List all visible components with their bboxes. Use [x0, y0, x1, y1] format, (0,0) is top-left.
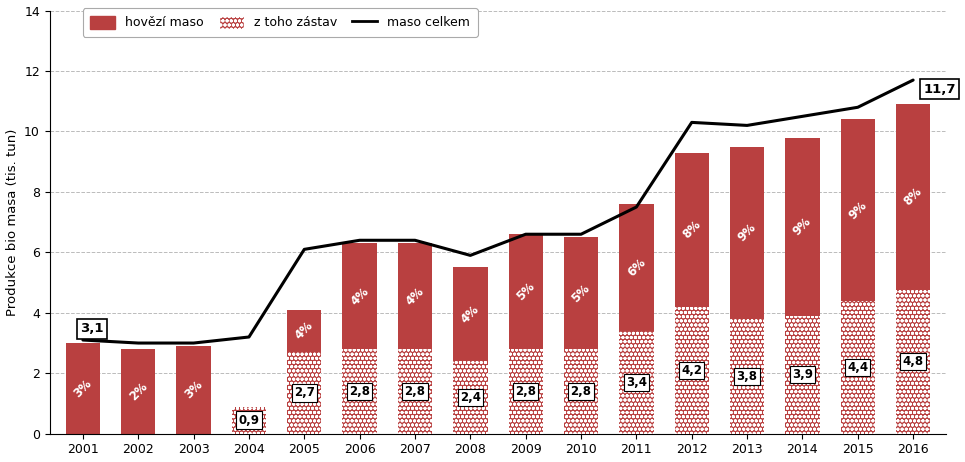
- Text: 4,8: 4,8: [902, 355, 924, 368]
- Bar: [896, 289, 930, 434]
- Text: 9%: 9%: [846, 198, 869, 222]
- Bar: [232, 407, 266, 434]
- Text: 8%: 8%: [680, 218, 703, 241]
- Bar: [232, 407, 266, 434]
- Bar: [454, 267, 487, 434]
- Bar: [730, 146, 764, 434]
- Text: 2,7: 2,7: [294, 386, 315, 400]
- Bar: [841, 119, 875, 434]
- Text: 2,4: 2,4: [460, 391, 481, 404]
- Text: 3,4: 3,4: [626, 376, 647, 389]
- Bar: [730, 319, 764, 434]
- Text: 6%: 6%: [624, 256, 648, 279]
- Text: 0,9: 0,9: [238, 413, 260, 426]
- Bar: [288, 310, 321, 434]
- Bar: [564, 349, 598, 434]
- Text: 4,2: 4,2: [681, 364, 703, 377]
- Text: 3%: 3%: [71, 377, 95, 400]
- Text: 11,7: 11,7: [924, 83, 955, 96]
- Text: 2%: 2%: [126, 380, 150, 403]
- Bar: [841, 301, 875, 434]
- Bar: [343, 243, 376, 434]
- Text: 4%: 4%: [348, 285, 372, 308]
- Text: 4%: 4%: [292, 319, 316, 343]
- Text: 2,8: 2,8: [349, 385, 371, 398]
- Bar: [288, 352, 321, 434]
- Bar: [398, 243, 432, 434]
- Bar: [620, 331, 653, 434]
- Bar: [896, 104, 930, 434]
- Text: 2,8: 2,8: [570, 385, 592, 398]
- Text: 3%: 3%: [237, 408, 261, 432]
- Text: 2,8: 2,8: [404, 385, 426, 398]
- Bar: [564, 237, 598, 434]
- Text: 2,8: 2,8: [515, 385, 537, 398]
- Bar: [786, 316, 819, 434]
- Text: 4%: 4%: [403, 285, 427, 308]
- Text: 9%: 9%: [735, 221, 758, 244]
- Text: 3,1: 3,1: [80, 322, 103, 335]
- Text: 9%: 9%: [790, 215, 814, 238]
- Legend: hovězí maso, z toho zástav, maso celkem: hovězí maso, z toho zástav, maso celkem: [83, 8, 478, 37]
- Bar: [675, 307, 709, 434]
- Bar: [343, 349, 376, 434]
- Bar: [509, 349, 543, 434]
- Text: 3,9: 3,9: [792, 368, 813, 381]
- Bar: [398, 349, 432, 434]
- Text: 3%: 3%: [182, 378, 206, 401]
- Bar: [786, 138, 819, 434]
- Bar: [66, 343, 100, 434]
- Text: 8%: 8%: [901, 185, 924, 208]
- Text: 5%: 5%: [514, 280, 538, 304]
- Bar: [675, 152, 709, 434]
- Bar: [620, 204, 653, 434]
- Bar: [177, 346, 210, 434]
- Text: 4,4: 4,4: [847, 361, 868, 374]
- Y-axis label: Produkce bio masa (tis. tun): Produkce bio masa (tis. tun): [6, 128, 18, 316]
- Text: 5%: 5%: [569, 281, 593, 305]
- Bar: [509, 234, 543, 434]
- Text: 3,8: 3,8: [736, 370, 758, 383]
- Text: 4%: 4%: [458, 303, 482, 326]
- Bar: [454, 361, 487, 434]
- Bar: [121, 349, 155, 434]
